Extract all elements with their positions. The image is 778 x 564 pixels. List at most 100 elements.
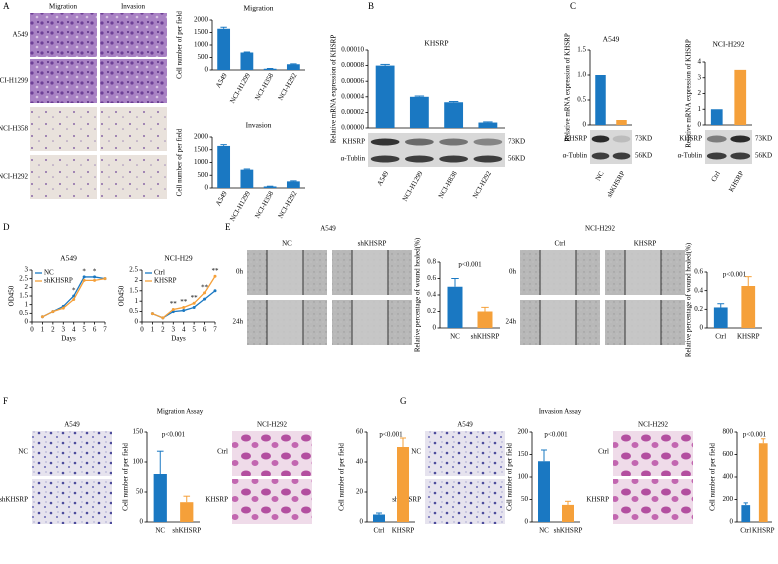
micrograph [613, 479, 693, 524]
x-axis-label: Days [61, 335, 76, 343]
bar [447, 286, 463, 328]
blot-label: α-Tublin [678, 152, 703, 160]
row-label: 0h [509, 268, 517, 276]
x-tick-label: 2 [161, 326, 165, 334]
y-tick-label: 0.4 [694, 286, 703, 294]
panel-letter: G [400, 396, 407, 406]
y-axis-label: Relative percentage of wound healed(%) [414, 237, 422, 352]
micrograph [100, 155, 167, 199]
blot-size: 73KD [755, 135, 772, 143]
y-tick-label: 150 [518, 450, 529, 458]
micrograph [100, 13, 167, 57]
image-title: NCI-H292 [257, 421, 287, 429]
y-tick-label: 1.0 [577, 71, 586, 79]
y-axis-label: Cell number of per field [709, 443, 717, 511]
y-tick-label: 600 [723, 450, 734, 458]
y-tick-label: 0 [700, 324, 704, 332]
column-label: shKHSRP [358, 240, 387, 248]
legend-label: Ctrl [154, 269, 165, 277]
x-tick-label: 5 [192, 326, 196, 334]
y-tick-label: 0.2 [427, 307, 436, 315]
blot-label: α-Tublin [341, 155, 366, 163]
y-tick-label: 200 [723, 495, 734, 503]
y-tick-label: 50 [521, 495, 529, 503]
series-point [203, 291, 207, 295]
y-tick-label: 0.5 [19, 309, 28, 317]
x-tick-label: 7 [103, 326, 107, 334]
chart-title: Invasion [246, 121, 272, 130]
blot-band [591, 152, 610, 160]
image-title: NCI-H292 [638, 421, 668, 429]
wound-gap [267, 250, 303, 295]
bar [444, 102, 464, 128]
panel-letter: C [570, 1, 576, 11]
annotation: ** [201, 283, 209, 291]
y-tick-label: 0 [135, 318, 139, 326]
legend-label: shKHSRP [44, 277, 73, 285]
chart-title: A549 [603, 35, 620, 44]
bar [217, 28, 231, 70]
micrograph [425, 431, 505, 476]
x-tick-label: NC [155, 527, 165, 535]
y-tick-label: 4 [698, 58, 702, 66]
annotation: ** [180, 298, 188, 306]
series-point [82, 278, 86, 282]
y-tick-label: 1.5 [577, 46, 586, 54]
y-tick-label: 1.5 [129, 286, 138, 294]
y-tick-label: 1500 [194, 145, 209, 153]
blot-band [439, 155, 469, 163]
y-tick-label: 0 [433, 324, 437, 332]
y-tick-label: 0.2 [694, 305, 703, 313]
micrograph [232, 479, 312, 524]
y-tick-label: 0 [205, 184, 209, 192]
micrograph [613, 431, 693, 476]
y-axis-label: Relative mRNA expression of KHSRP [685, 39, 693, 148]
row-label: shKHSRP [0, 496, 28, 504]
bar [616, 120, 627, 125]
row-label: NCI-H1299 [0, 77, 28, 85]
x-tick-label: NCI-H1299 [228, 189, 252, 222]
wound-gap [625, 300, 661, 345]
annotation: p<0.001 [379, 431, 403, 439]
x-tick-label: 2 [51, 326, 55, 334]
bar [595, 75, 606, 125]
x-tick-label: Ctrl [374, 527, 385, 535]
row-label: KHSRP [586, 496, 609, 504]
blot-size: 73KD [635, 135, 652, 143]
row-label: 24h [506, 318, 517, 326]
y-tick-label: 3 [25, 266, 29, 274]
blot-label: KHSRP [679, 135, 702, 143]
row-label: Ctrl [598, 448, 609, 456]
y-tick-label: 3 [698, 73, 702, 81]
y-tick-label: 0 [698, 121, 702, 129]
bar [478, 122, 498, 128]
x-tick-label: KHSRP [737, 333, 760, 341]
blot-size: 56KD [508, 155, 525, 163]
micrograph [100, 107, 167, 151]
bar [734, 69, 747, 125]
bar [477, 311, 493, 328]
annotation: p<0.001 [723, 271, 747, 279]
blot-band [612, 135, 631, 143]
annotation: * [72, 287, 76, 295]
y-tick-label: 0.00006 [341, 77, 364, 85]
series-point [182, 309, 186, 313]
blot-band [612, 152, 631, 160]
x-tick-label: KHSRP [727, 170, 745, 194]
x-tick-label: 1 [41, 326, 45, 334]
x-tick-label: 6 [93, 326, 97, 334]
row-label: NC [18, 448, 28, 456]
x-tick-label: KHSRP [752, 527, 775, 535]
annotation: ** [212, 267, 220, 275]
y-tick-label: 0.5 [577, 96, 586, 104]
x-tick-label: shKHSRP [471, 333, 500, 341]
blot-band [404, 155, 434, 163]
chart-title: KHSRP [424, 39, 448, 48]
micrograph [30, 13, 97, 57]
y-tick-label: 2 [25, 283, 29, 291]
bar [713, 307, 728, 328]
wound-gap [352, 250, 388, 295]
bar [397, 447, 409, 522]
y-tick-label: 0 [140, 518, 144, 526]
